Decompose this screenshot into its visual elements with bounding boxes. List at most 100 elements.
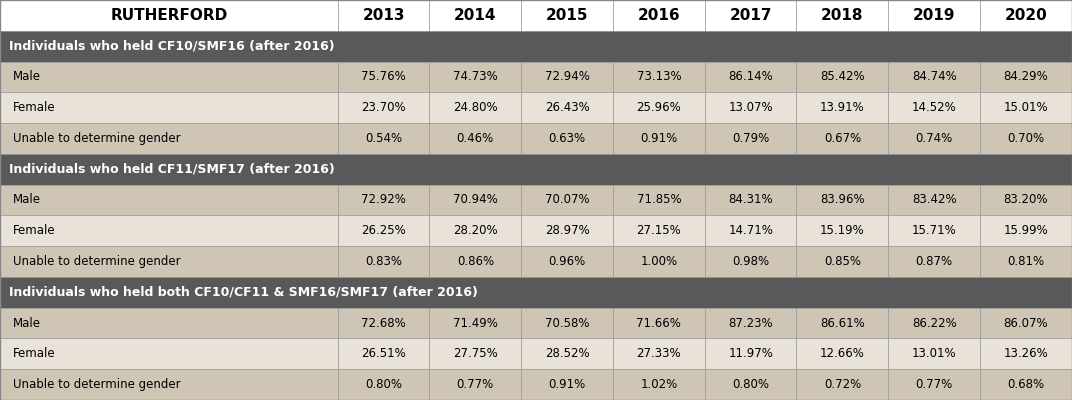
Text: 1.00%: 1.00% — [640, 255, 678, 268]
Bar — [521, 246, 613, 277]
Text: Individuals who held both CF10/CF11 & SMF16/SMF17 (after 2016): Individuals who held both CF10/CF11 & SM… — [9, 286, 477, 299]
Bar — [0, 185, 338, 215]
Text: 72.94%: 72.94% — [545, 70, 590, 84]
Bar — [796, 215, 889, 246]
Text: 0.74%: 0.74% — [915, 132, 953, 145]
Bar — [980, 215, 1072, 246]
Bar — [521, 369, 613, 400]
Text: 0.54%: 0.54% — [364, 132, 402, 145]
Text: 15.71%: 15.71% — [912, 224, 956, 237]
Bar — [889, 338, 980, 369]
Bar — [430, 62, 521, 92]
Bar — [0, 308, 338, 338]
Text: 2017: 2017 — [729, 8, 772, 23]
Bar — [338, 92, 430, 123]
Bar — [889, 246, 980, 277]
Bar — [704, 0, 796, 31]
Bar — [521, 62, 613, 92]
Text: 1.02%: 1.02% — [640, 378, 678, 391]
Text: 86.61%: 86.61% — [820, 316, 865, 330]
Bar — [796, 246, 889, 277]
Text: Unable to determine gender: Unable to determine gender — [13, 255, 180, 268]
Text: 0.68%: 0.68% — [1008, 378, 1044, 391]
Bar — [980, 0, 1072, 31]
Bar — [521, 92, 613, 123]
Text: Female: Female — [13, 224, 56, 237]
Text: 72.68%: 72.68% — [361, 316, 406, 330]
Text: 27.15%: 27.15% — [637, 224, 681, 237]
Bar — [889, 92, 980, 123]
Bar — [430, 246, 521, 277]
Bar — [0, 31, 1072, 62]
Bar — [980, 123, 1072, 154]
Text: 0.83%: 0.83% — [366, 255, 402, 268]
Bar — [430, 369, 521, 400]
Bar — [613, 246, 704, 277]
Bar — [796, 0, 889, 31]
Text: 0.72%: 0.72% — [823, 378, 861, 391]
Text: 0.77%: 0.77% — [915, 378, 953, 391]
Text: 2014: 2014 — [455, 8, 496, 23]
Text: Female: Female — [13, 101, 56, 114]
Bar — [704, 246, 796, 277]
Text: 14.52%: 14.52% — [912, 101, 956, 114]
Bar — [613, 62, 704, 92]
Text: 74.73%: 74.73% — [453, 70, 497, 84]
Bar — [613, 338, 704, 369]
Text: 0.77%: 0.77% — [457, 378, 494, 391]
Text: 70.07%: 70.07% — [545, 194, 590, 206]
Text: 84.29%: 84.29% — [1003, 70, 1048, 84]
Bar — [980, 338, 1072, 369]
Bar — [704, 215, 796, 246]
Text: 0.98%: 0.98% — [732, 255, 770, 268]
Bar — [338, 308, 430, 338]
Text: Male: Male — [13, 194, 41, 206]
Text: 25.96%: 25.96% — [637, 101, 681, 114]
Text: 73.13%: 73.13% — [637, 70, 681, 84]
Bar — [0, 92, 338, 123]
Bar — [980, 246, 1072, 277]
Bar — [889, 308, 980, 338]
Text: 83.96%: 83.96% — [820, 194, 865, 206]
Bar — [521, 215, 613, 246]
Bar — [338, 123, 430, 154]
Bar — [613, 185, 704, 215]
Bar — [0, 62, 338, 92]
Text: 2016: 2016 — [638, 8, 680, 23]
Bar — [338, 338, 430, 369]
Text: 0.79%: 0.79% — [732, 132, 770, 145]
Bar — [0, 215, 338, 246]
Bar — [0, 369, 338, 400]
Text: 26.25%: 26.25% — [361, 224, 406, 237]
Text: 71.49%: 71.49% — [452, 316, 497, 330]
Bar — [338, 246, 430, 277]
Text: 2019: 2019 — [913, 8, 955, 23]
Bar — [430, 92, 521, 123]
Text: 11.97%: 11.97% — [728, 347, 773, 360]
Bar — [980, 62, 1072, 92]
Text: 12.66%: 12.66% — [820, 347, 865, 360]
Bar — [889, 369, 980, 400]
Text: Unable to determine gender: Unable to determine gender — [13, 378, 180, 391]
Bar — [430, 185, 521, 215]
Text: 0.80%: 0.80% — [366, 378, 402, 391]
Bar — [889, 62, 980, 92]
Bar — [430, 215, 521, 246]
Text: 0.91%: 0.91% — [640, 132, 678, 145]
Text: 24.80%: 24.80% — [453, 101, 497, 114]
Bar — [889, 123, 980, 154]
Text: 2015: 2015 — [546, 8, 589, 23]
Text: 85.42%: 85.42% — [820, 70, 865, 84]
Bar — [521, 338, 613, 369]
Text: 0.96%: 0.96% — [549, 255, 585, 268]
Bar — [0, 0, 338, 31]
Bar — [796, 185, 889, 215]
Bar — [980, 308, 1072, 338]
Text: 86.07%: 86.07% — [1003, 316, 1048, 330]
Text: 70.94%: 70.94% — [453, 194, 497, 206]
Bar — [613, 0, 704, 31]
Text: Unable to determine gender: Unable to determine gender — [13, 132, 180, 145]
Text: 28.97%: 28.97% — [545, 224, 590, 237]
Bar — [704, 369, 796, 400]
Text: 26.43%: 26.43% — [545, 101, 590, 114]
